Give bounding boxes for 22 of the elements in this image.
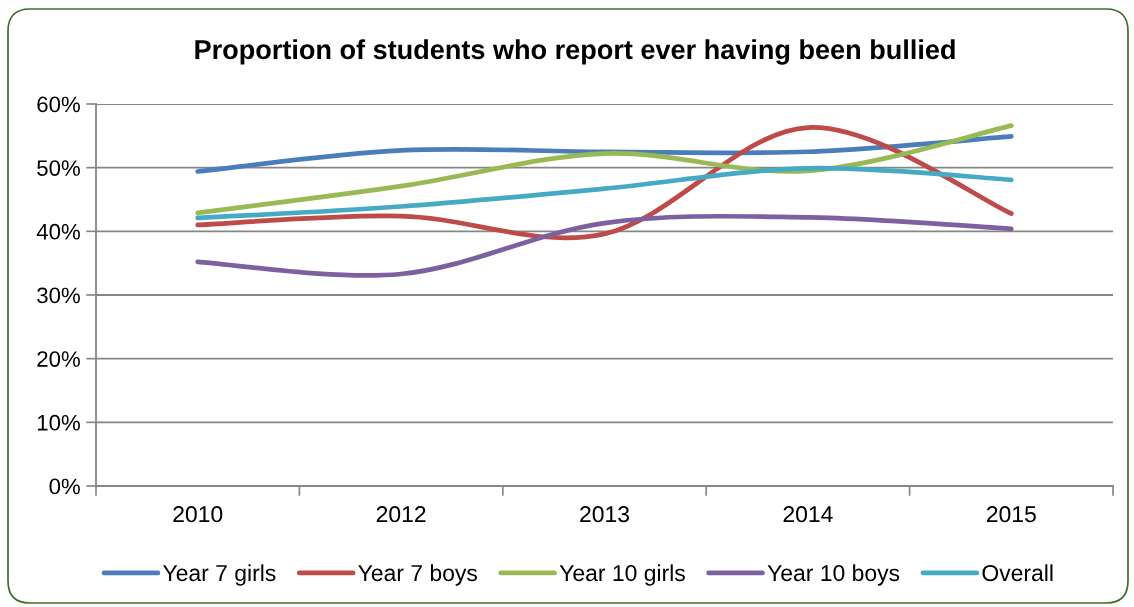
line-series (195, 165, 1014, 221)
y-tick-label: 30% (37, 287, 80, 304)
y-tick-label: 10% (37, 414, 80, 431)
x-tick-label: 2013 (580, 506, 629, 523)
line-series (195, 213, 1014, 278)
legend-label: Year 7 girls (162, 564, 276, 586)
line-series (195, 123, 1014, 216)
y-tick-label: 0% (49, 478, 80, 495)
x-tick-label: 2010 (173, 506, 223, 523)
chart-title: Proportion of students who report ever having been bullied (195, 39, 955, 65)
legend-label: Year 10 boys (767, 564, 900, 586)
x-tick-label: 2012 (376, 506, 426, 523)
legend-label: Year 7 boys (358, 564, 478, 586)
y-tick-label: 50% (37, 160, 80, 176)
line-series (195, 134, 1014, 174)
y-tick-label: 60% (37, 96, 80, 113)
legend-label: Year 10 girls (559, 564, 685, 586)
y-tick-label: 20% (37, 351, 80, 367)
x-tick-label: 2015 (986, 506, 1036, 523)
legend-label: Overall (982, 564, 1053, 582)
x-tick-label: 2014 (783, 506, 833, 523)
y-tick-label: 40% (36, 223, 80, 240)
